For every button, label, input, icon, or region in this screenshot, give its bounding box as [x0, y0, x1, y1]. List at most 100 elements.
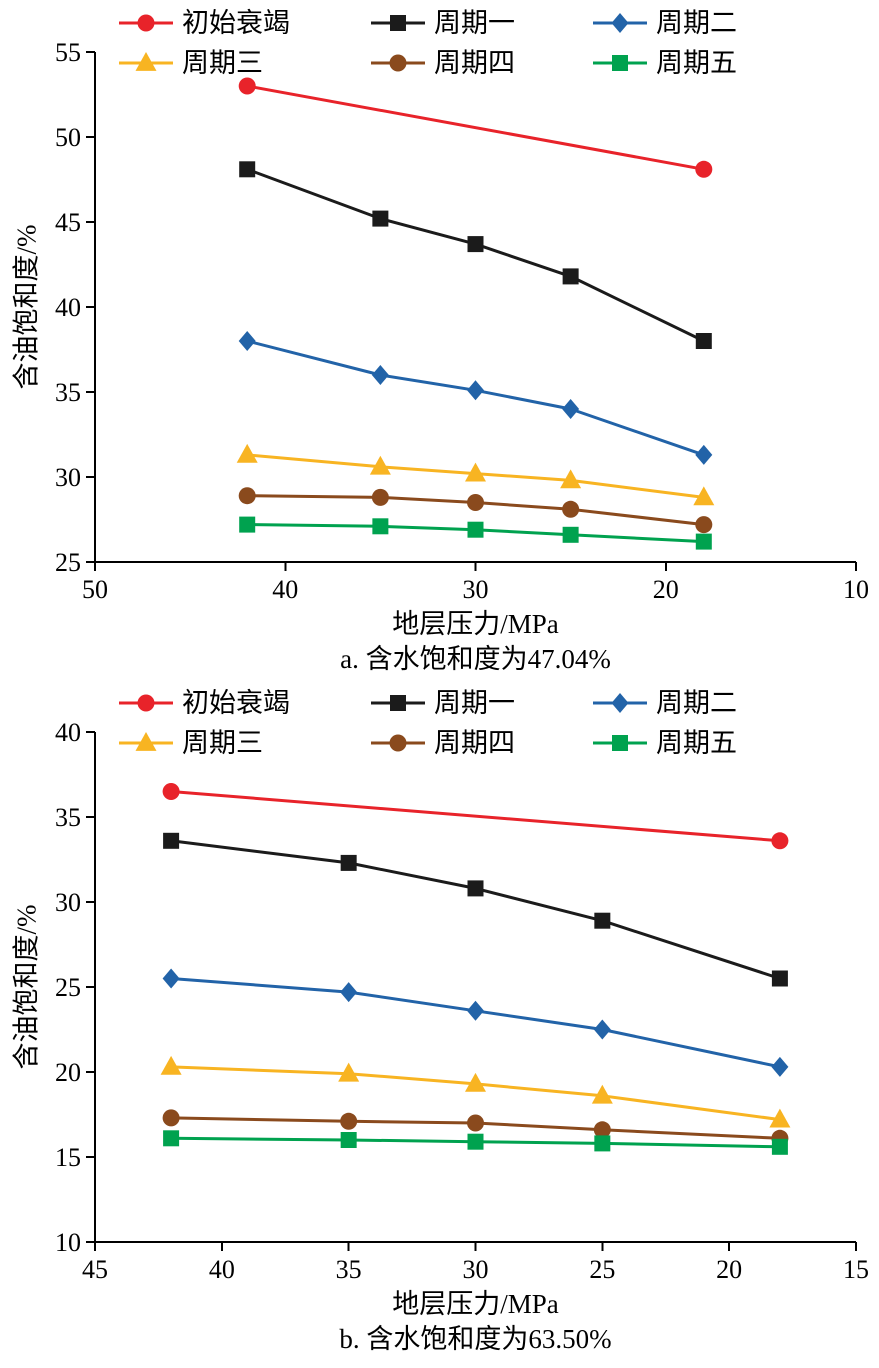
- series-4-circle-marker: [562, 500, 580, 518]
- x-tick-label: 30: [463, 575, 489, 604]
- y-tick-label: 35: [55, 803, 81, 832]
- chart-a-subtitle: a. 含水饱和度为47.04%: [340, 644, 611, 674]
- legend-triangle-marker-icon: [135, 51, 157, 71]
- y-tick-label: 50: [55, 123, 81, 152]
- chart-a-ylabel: 含油饱和度/%: [11, 224, 42, 390]
- series-2-diamond-marker: [467, 380, 484, 401]
- series-1-square-marker: [467, 236, 484, 253]
- series-5-square-marker: [239, 516, 256, 533]
- series-4-circle-marker: [467, 494, 484, 511]
- legend-square-icon: [593, 55, 647, 71]
- series-4-circle-marker: [340, 1112, 358, 1130]
- legend-triangle-marker-icon: [135, 731, 157, 751]
- x-tick-label: 10: [843, 575, 869, 604]
- series-3-triangle-marker: [560, 469, 582, 489]
- legend-circle-icon: [119, 694, 173, 712]
- y-tick-label: 20: [55, 1058, 81, 1087]
- legend-square-marker-icon: [390, 695, 406, 711]
- chart-a-legend: 初始衰竭 周期一 周期二 周期三 周期四 周期五: [118, 6, 737, 80]
- y-tick-label: 25: [55, 548, 81, 577]
- x-tick-label: 50: [82, 575, 108, 604]
- series-2-diamond-marker: [562, 399, 580, 419]
- y-tick-label: 30: [55, 463, 81, 492]
- series-2-diamond-marker: [162, 968, 180, 989]
- legend-label: 周期二: [656, 7, 737, 38]
- legend-circle-marker-icon: [389, 734, 407, 752]
- legend-diamond-marker-icon: [611, 693, 629, 713]
- legend-item-5: 周期五: [592, 726, 737, 760]
- legend-item-1: 周期一: [370, 686, 592, 720]
- series-4-circle-marker: [695, 516, 713, 534]
- series-1-square-marker: [340, 854, 357, 871]
- series-1-square-marker: [372, 210, 389, 227]
- series-4-circle-marker: [467, 1114, 484, 1132]
- series-4-circle-marker: [371, 488, 389, 506]
- legend-square-icon: [371, 695, 425, 711]
- series-0-circle-marker: [771, 832, 789, 850]
- legend-circle-icon: [119, 14, 173, 32]
- series-2-diamond-marker: [371, 365, 389, 385]
- legend-circle-marker-icon: [389, 54, 407, 72]
- legend-label: 周期一: [434, 687, 515, 718]
- legend-item-2: 周期二: [592, 6, 737, 40]
- x-tick-label: 35: [336, 1255, 362, 1284]
- series-3-triangle-marker: [591, 1084, 613, 1104]
- chart-b-ylabel: 含油饱和度/%: [11, 904, 42, 1070]
- series-1-square-marker: [239, 161, 256, 178]
- legend-item-0: 初始衰竭: [118, 686, 370, 720]
- legend-label: 初始衰竭: [182, 687, 290, 718]
- x-tick-label: 40: [209, 1255, 235, 1284]
- y-tick-label: 45: [55, 208, 81, 237]
- series-2-diamond-marker: [467, 1000, 484, 1021]
- series-2-diamond-marker: [695, 444, 713, 465]
- chart-b-legend: 初始衰竭 周期一 周期二周期三 周期四 周期五: [118, 686, 737, 760]
- series-5-square-marker: [467, 1133, 484, 1150]
- series-5-square-marker: [372, 518, 389, 535]
- y-tick-label: 25: [55, 973, 81, 1002]
- legend-label: 初始衰竭: [182, 7, 290, 38]
- legend-circle-icon: [371, 54, 425, 72]
- series-2-diamond-marker: [771, 1056, 789, 1077]
- chart-b-subtitle: b. 含水饱和度为63.50%: [339, 1324, 612, 1354]
- legend-diamond-icon: [593, 13, 647, 33]
- series-1-square-marker: [163, 832, 180, 849]
- series-3-triangle-marker: [465, 1072, 486, 1092]
- legend-item-2: 周期二: [592, 686, 737, 720]
- series-4-circle-marker: [238, 487, 256, 505]
- y-tick-label: 40: [55, 718, 81, 747]
- series-4-circle-marker: [162, 1109, 180, 1127]
- y-tick-label: 10: [55, 1228, 81, 1257]
- series-2-diamond-marker: [238, 331, 256, 351]
- y-tick-label: 15: [55, 1143, 81, 1172]
- legend-item-3: 周期三: [118, 46, 370, 80]
- x-tick-label: 40: [272, 575, 298, 604]
- series-3-triangle-marker: [338, 1062, 360, 1082]
- chart-b-canvas: 45 40 35 30 25 20 15 10 15 20 25 30 35 40: [0, 686, 879, 1286]
- y-tick-label: 40: [55, 293, 81, 322]
- series-1-square-marker: [594, 912, 611, 929]
- legend-circle-marker-icon: [137, 694, 155, 712]
- series-5-square-marker: [594, 1135, 611, 1152]
- legend-item-5: 周期五: [592, 46, 737, 80]
- chart-b-xlabel: 地层压力/MPa: [392, 1289, 559, 1319]
- legend-item-3: 周期三: [118, 726, 370, 760]
- series-5-square-marker: [163, 1130, 180, 1147]
- series-line-0: [170, 790, 781, 843]
- legend-square-marker-icon: [612, 735, 628, 751]
- series-1-square-marker: [467, 880, 484, 897]
- legend-label: 周期三: [182, 727, 263, 758]
- series-1-square-marker: [771, 970, 788, 987]
- series-3-triangle-marker: [769, 1108, 791, 1128]
- chart-b: 45 40 35 30 25 20 15 10 15 20 25 30 35 40 初始衰竭 周期一 周期二周…: [0, 686, 879, 1356]
- series-5-square-marker: [562, 526, 579, 543]
- legend-label: 周期四: [434, 727, 515, 758]
- series-3-triangle-marker: [693, 486, 715, 506]
- series-0-circle-marker: [695, 160, 713, 178]
- series-3-triangle-marker: [465, 462, 486, 482]
- series-0-circle-marker: [162, 783, 180, 800]
- legend-label: 周期二: [656, 687, 737, 718]
- series-1-square-marker: [562, 268, 579, 285]
- series-4-circle-marker: [593, 1121, 611, 1139]
- chart-a-xlabel: 地层压力/MPa: [392, 609, 559, 639]
